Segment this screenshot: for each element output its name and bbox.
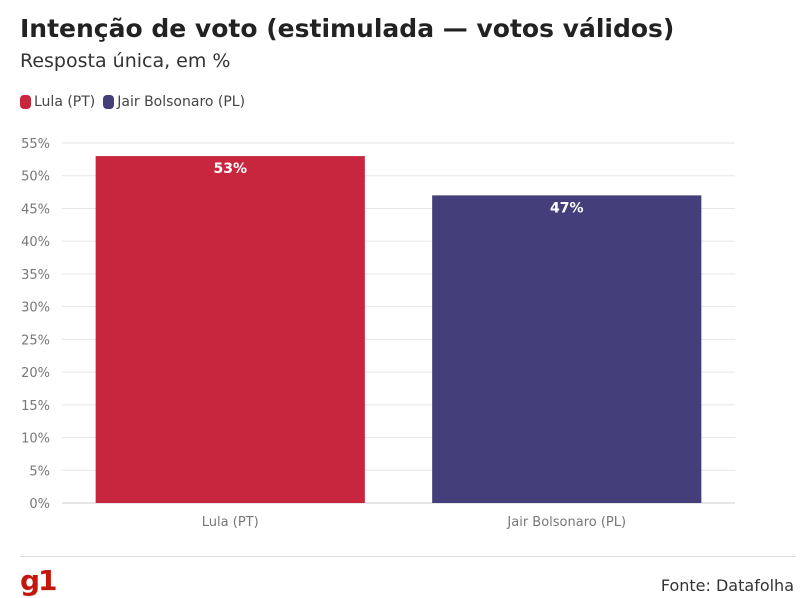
chart-title: Intenção de voto (estimulada — votos vál…: [20, 14, 675, 43]
bar-0: [95, 156, 365, 503]
bar-1: [432, 195, 702, 503]
footer-divider: [20, 556, 796, 557]
y-tick-label-45: 45%: [21, 202, 50, 217]
data-label-1: 47%: [550, 200, 584, 216]
y-tick-label-10: 10%: [21, 432, 50, 447]
x-category-label-1: Jair Bolsonaro (PL): [506, 515, 626, 530]
x-category-label-0: Lula (PT): [202, 515, 259, 530]
y-tick-label-55: 55%: [21, 137, 50, 152]
legend-item-lula: Lula (PT): [20, 94, 95, 110]
y-tick-label-15: 15%: [21, 399, 50, 414]
legend-label-bolsonaro: Jair Bolsonaro (PL): [117, 94, 246, 110]
source-text: Fonte: Datafolha: [660, 576, 794, 595]
legend-swatch-lula: [20, 95, 31, 109]
y-tick-label-20: 20%: [21, 366, 50, 381]
y-tick-label-35: 35%: [21, 268, 50, 283]
y-tick-label-40: 40%: [21, 235, 50, 250]
bar-chart: 0% 5% 10% 15% 20% 25% 30% 35% 40% 45% 50% 55% 53% Lul…: [21, 137, 735, 530]
y-tick-label-25: 25%: [21, 333, 50, 348]
y-tick-label-0: 0%: [29, 497, 50, 512]
chart-subtitle: Resposta única, em %: [20, 50, 231, 72]
y-tick-label-30: 30%: [21, 301, 50, 316]
legend-item-bolsonaro: Jair Bolsonaro (PL): [103, 94, 245, 110]
y-tick-label-5: 5%: [29, 464, 50, 479]
data-label-0: 53%: [213, 161, 247, 177]
y-tick-label-50: 50%: [21, 170, 50, 185]
legend-label-lula: Lula (PT): [34, 94, 96, 110]
legend-swatch-bolsonaro: [103, 95, 115, 109]
chart-legend: Lula (PT) Jair Bolsonaro (PL): [20, 94, 253, 110]
g1-logo: g1: [20, 564, 58, 597]
